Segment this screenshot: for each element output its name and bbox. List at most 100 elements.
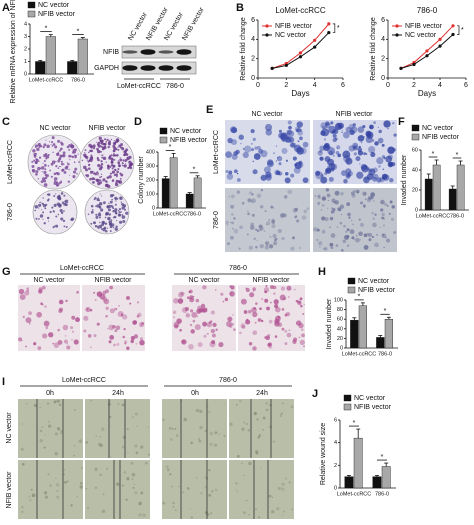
- colony: [38, 207, 40, 209]
- texture: [101, 509, 106, 513]
- texture: [351, 219, 353, 222]
- texture: [214, 431, 218, 434]
- texture: [41, 285, 46, 290]
- y-tick-label: 2: [334, 463, 337, 469]
- texture: [337, 153, 342, 158]
- colony: [39, 214, 44, 218]
- texture: [318, 241, 323, 246]
- bar: [35, 61, 46, 75]
- colony: [35, 172, 38, 176]
- colony: [104, 145, 106, 147]
- colony: [124, 152, 128, 156]
- texture: [140, 445, 144, 449]
- legend-swatch: [347, 286, 356, 294]
- texture: [133, 320, 137, 325]
- texture: [372, 173, 379, 180]
- texture: [357, 147, 363, 152]
- texture: [235, 482, 238, 485]
- colony: [121, 214, 123, 216]
- texture: [329, 146, 332, 148]
- bar: [185, 193, 194, 209]
- colony: [41, 177, 46, 181]
- texture: [359, 239, 361, 241]
- colony: [57, 159, 61, 163]
- texture: [169, 473, 172, 476]
- colony: [90, 210, 94, 214]
- texture: [230, 292, 233, 295]
- point: [438, 44, 442, 48]
- texture: [248, 245, 253, 251]
- colony: [47, 198, 50, 201]
- texture: [379, 226, 381, 229]
- colony: [114, 198, 117, 201]
- colony: [67, 163, 70, 166]
- texture: [346, 173, 351, 178]
- colony: [60, 181, 63, 184]
- texture: [48, 424, 52, 428]
- colony: [47, 193, 51, 197]
- legend-swatch: [411, 124, 420, 132]
- texture: [206, 513, 210, 516]
- texture: [139, 339, 145, 346]
- colony: [34, 204, 39, 209]
- panel-letter: F: [398, 116, 405, 128]
- colony: [117, 213, 121, 217]
- y-tick-label: 0: [251, 75, 255, 82]
- colony: [47, 165, 50, 167]
- texture: [269, 244, 274, 249]
- texture: [317, 150, 323, 156]
- texture: [352, 123, 356, 127]
- significance: *: [461, 27, 464, 34]
- texture: [218, 342, 224, 348]
- colony: [54, 145, 58, 149]
- texture: [206, 332, 209, 335]
- texture: [139, 337, 143, 341]
- texture: [106, 467, 109, 470]
- y-tick-label: 2: [381, 56, 385, 63]
- texture: [356, 171, 364, 179]
- colony: [89, 177, 92, 181]
- colony: [98, 199, 101, 202]
- blot-row-label: NFIB: [103, 49, 119, 56]
- texture: [85, 488, 88, 490]
- colony: [89, 156, 94, 161]
- colony: [117, 162, 120, 165]
- texture: [271, 496, 274, 498]
- colony: [39, 201, 41, 203]
- texture: [383, 120, 391, 128]
- texture: [335, 244, 339, 247]
- texture: [253, 153, 261, 160]
- texture: [176, 318, 182, 324]
- texture: [299, 129, 303, 132]
- texture: [352, 223, 354, 226]
- texture: [31, 493, 36, 498]
- colony: [113, 139, 115, 142]
- colony: [98, 167, 103, 171]
- texture: [130, 336, 135, 341]
- texture: [140, 324, 142, 326]
- texture: [265, 241, 270, 246]
- chart-title: LoMet-ccRCC: [275, 6, 325, 15]
- texture: [21, 339, 23, 342]
- texture: [115, 308, 118, 310]
- colony: [63, 170, 67, 174]
- texture: [63, 339, 69, 344]
- texture: [43, 446, 46, 449]
- y-tick-label: 400: [146, 149, 155, 155]
- colony: [63, 202, 67, 206]
- texture: [249, 507, 251, 509]
- texture: [330, 211, 333, 214]
- texture: [48, 332, 54, 338]
- y-tick-label: 0: [334, 485, 337, 491]
- colony: [107, 216, 111, 221]
- colony: [104, 138, 107, 141]
- texture: [133, 483, 136, 486]
- texture: [256, 193, 262, 199]
- texture: [342, 150, 351, 159]
- colony: [92, 144, 96, 148]
- texture: [41, 426, 44, 428]
- micrograph: [229, 460, 294, 519]
- point: [451, 32, 455, 37]
- legend-swatch: [343, 403, 352, 411]
